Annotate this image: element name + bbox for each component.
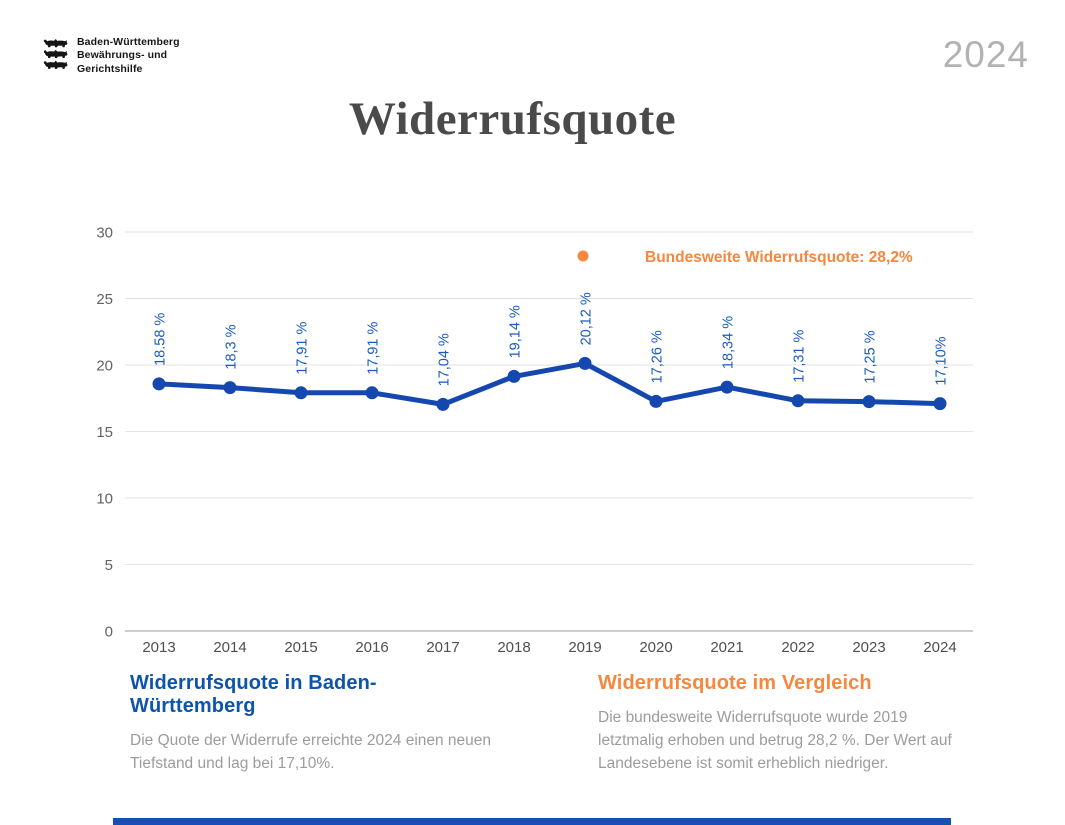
y-tick-label: 30 bbox=[96, 225, 113, 242]
x-tick-label: 2024 bbox=[923, 639, 956, 656]
x-tick-label: 2015 bbox=[284, 639, 317, 656]
data-point-label: 18,34 % bbox=[721, 316, 737, 369]
data-point bbox=[507, 369, 521, 383]
y-tick-label: 15 bbox=[96, 424, 113, 441]
page-title: Widerrufsquote bbox=[348, 93, 677, 145]
section-vergleich: Widerrufsquote im Vergleich Die bundeswe… bbox=[598, 672, 963, 776]
y-tick-label: 25 bbox=[96, 291, 113, 308]
y-tick-label: 20 bbox=[96, 358, 113, 375]
year-label: 2024 bbox=[942, 34, 1029, 75]
legend-marker-icon bbox=[577, 250, 589, 262]
footer-accent-bar bbox=[113, 818, 951, 825]
data-point-label: 17,31 % bbox=[792, 329, 808, 382]
y-tick-label: 0 bbox=[105, 624, 113, 641]
data-point bbox=[933, 397, 947, 411]
data-point bbox=[152, 377, 166, 391]
x-tick-label: 2014 bbox=[213, 639, 246, 656]
chart-legend: Bundesweite Widerrufsquote: 28,2% bbox=[577, 249, 913, 266]
x-tick-label: 2020 bbox=[639, 639, 672, 656]
x-tick-label: 2013 bbox=[142, 639, 175, 656]
data-point-label: 17,91 % bbox=[366, 321, 382, 374]
x-tick-label: 2022 bbox=[781, 639, 814, 656]
x-tick-label: 2023 bbox=[852, 639, 885, 656]
y-tick-label: 10 bbox=[96, 491, 113, 508]
data-point bbox=[294, 386, 308, 400]
logo-text: Baden-Württemberg Bewährungs- und Gerich… bbox=[77, 36, 180, 76]
y-tick-label: 5 bbox=[105, 557, 113, 574]
x-tick-label: 2019 bbox=[568, 639, 601, 656]
x-tick-label: 2021 bbox=[710, 639, 743, 656]
data-point-label: 17,91 % bbox=[295, 321, 311, 374]
data-point-label: 19,14 % bbox=[508, 305, 524, 358]
data-point-label: 17,04 % bbox=[437, 333, 453, 386]
data-point bbox=[365, 386, 379, 400]
data-point bbox=[862, 395, 876, 409]
logo: Baden-Württemberg Bewährungs- und Gerich… bbox=[42, 36, 180, 76]
data-point-label: 17,25 % bbox=[863, 330, 879, 383]
data-point-label: 18,3 % bbox=[224, 324, 240, 369]
legend-label: Bundesweite Widerrufsquote: 28,2% bbox=[645, 249, 913, 266]
section-heading-bw: Widerrufsquote in Baden-Württemberg bbox=[130, 672, 377, 717]
data-point-label: 17,26 % bbox=[650, 330, 666, 383]
data-point bbox=[649, 394, 663, 408]
data-point-label: 20,12 % bbox=[579, 292, 595, 345]
data-point bbox=[578, 356, 592, 370]
data-point bbox=[436, 397, 450, 411]
series-line bbox=[156, 360, 943, 407]
data-point bbox=[791, 394, 805, 408]
data-point bbox=[720, 380, 734, 394]
section-body-bw: Die Quote der Widerrufe erreichte 2024 e… bbox=[130, 732, 492, 772]
logo-line-2: Bewährungs- und bbox=[77, 49, 168, 62]
section-baden-wuerttemberg: Widerrufsquote in Baden-Württemberg Die … bbox=[130, 672, 495, 776]
logo-line-3: Gerichtshilfe bbox=[77, 62, 143, 75]
section-heading-vergleich: Widerrufsquote im Vergleich bbox=[598, 672, 872, 694]
section-body-vergleich: Die bundesweite Widerrufsquote wurde 201… bbox=[598, 709, 952, 772]
x-tick-label: 2016 bbox=[355, 639, 388, 656]
x-tick-label: 2017 bbox=[426, 639, 459, 656]
data-point bbox=[223, 381, 237, 395]
x-tick-label: 2018 bbox=[497, 639, 530, 656]
logo-line-1: Baden-Württemberg bbox=[77, 36, 180, 48]
data-point-label: 17,10% bbox=[934, 336, 950, 385]
data-point-label: 18.58 % bbox=[153, 313, 169, 366]
